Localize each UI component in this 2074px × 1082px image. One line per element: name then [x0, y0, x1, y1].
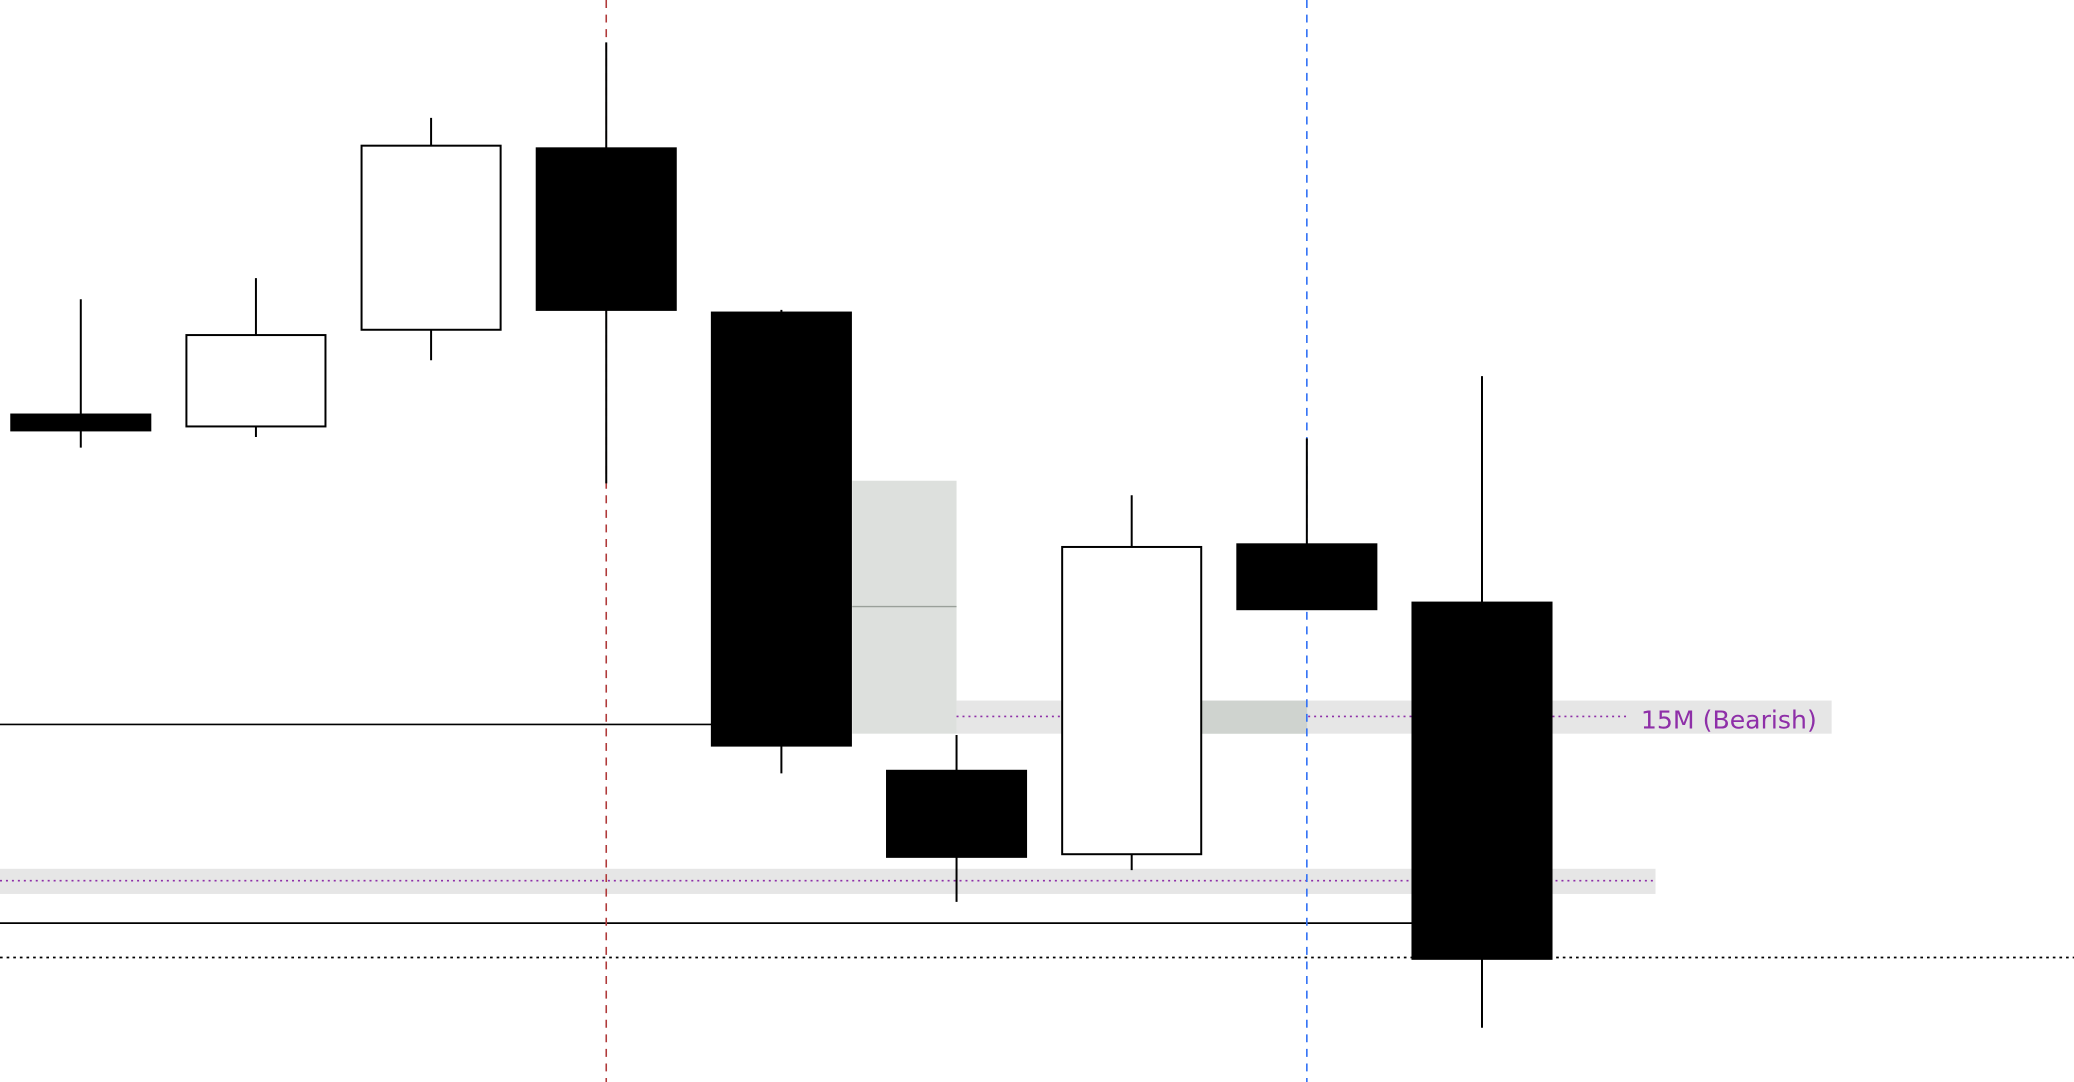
candle	[710, 309, 852, 774]
candle	[10, 299, 152, 448]
candle-body	[1061, 545, 1203, 856]
candle	[360, 117, 502, 361]
candle	[535, 42, 677, 484]
candle-body	[10, 413, 152, 432]
candle-body	[185, 334, 327, 428]
candle	[1411, 376, 1553, 1028]
gap-box	[852, 480, 957, 734]
candle	[1236, 438, 1378, 611]
candle	[886, 735, 1028, 902]
candle-body	[710, 311, 852, 747]
candle	[185, 278, 327, 438]
candle-body	[535, 147, 677, 311]
candle-body	[360, 144, 502, 331]
zone-label: 15M (Bearish)	[1641, 705, 1817, 734]
candle-body	[886, 769, 1028, 858]
zone-overlap	[1201, 700, 1308, 734]
candles-layer	[10, 42, 1553, 1028]
candle-body	[1411, 601, 1553, 960]
candle-body	[1236, 543, 1378, 611]
candle	[1061, 495, 1203, 871]
